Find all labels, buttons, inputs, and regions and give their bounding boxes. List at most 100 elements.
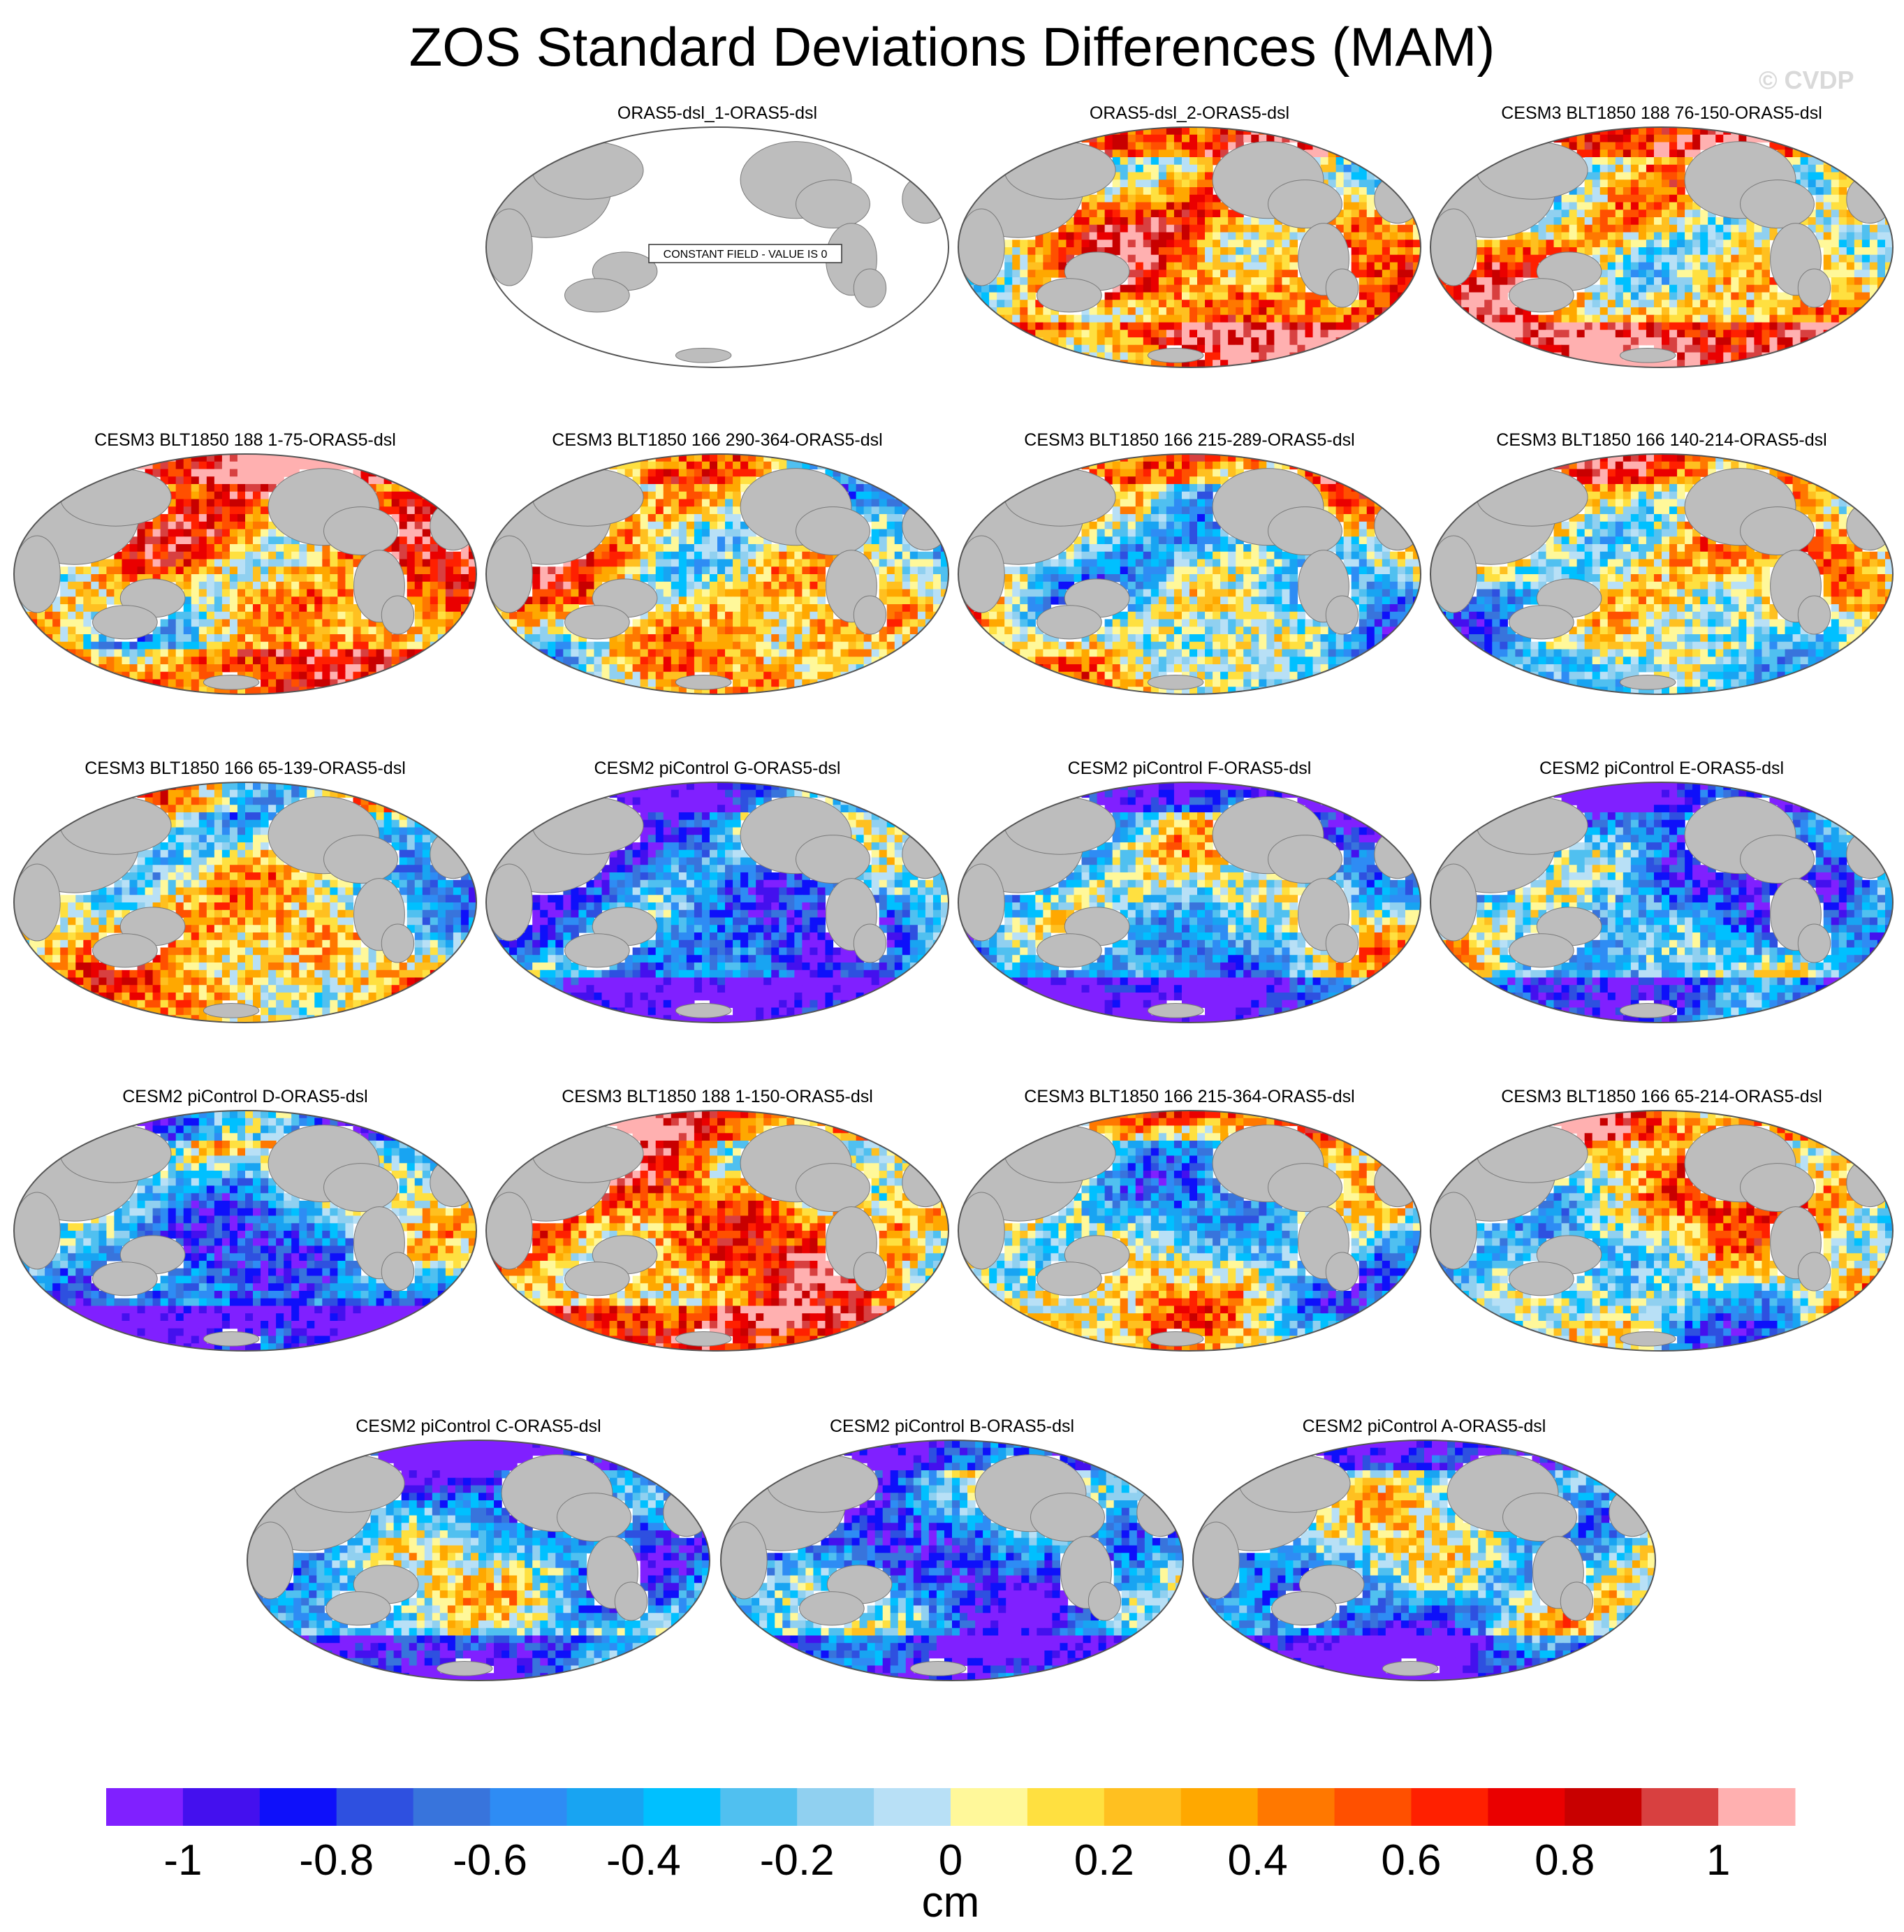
map-field — [1430, 782, 1893, 1023]
colorbar-tick-label: 0.4 — [1228, 1836, 1288, 1885]
land-mass — [1430, 796, 1893, 1018]
panel-title: CESM2 piControl D-ORAS5-dsl — [122, 1087, 368, 1106]
map-panel: CESM2 piControl A-ORAS5-dsl — [1192, 1417, 1656, 1681]
page-title: ZOS Standard Deviations Differences (MAM… — [409, 16, 1495, 78]
colorbar-swatch — [1104, 1788, 1182, 1826]
map-field — [958, 1111, 1421, 1351]
land-mass — [486, 1125, 949, 1347]
panel-title: CESM2 piControl B-ORAS5-dsl — [830, 1417, 1074, 1436]
colorbar-swatch — [413, 1788, 491, 1826]
map-outline — [958, 126, 1421, 368]
colorbar-tick-label: -1 — [163, 1836, 202, 1885]
map-outline — [13, 453, 477, 695]
map-outline — [958, 453, 1421, 695]
land-mass — [721, 1454, 1183, 1676]
panel-title: CESM2 piControl C-ORAS5-dsl — [356, 1417, 601, 1436]
map-outline — [1430, 453, 1894, 695]
map-outline — [485, 1110, 949, 1352]
map-field — [486, 782, 949, 1023]
panel-title: CESM2 piControl A-ORAS5-dsl — [1303, 1417, 1546, 1436]
colorbar-tick-label: 0.6 — [1381, 1836, 1441, 1885]
map-outline — [958, 1110, 1421, 1352]
colorbar-swatch — [720, 1788, 798, 1826]
land-mass — [958, 796, 1421, 1018]
panel-title: CESM3 BLT1850 166 65-214-ORAS5-dsl — [1501, 1087, 1822, 1106]
colorbar-swatch — [182, 1788, 261, 1826]
colorbar-swatch — [1257, 1788, 1335, 1826]
colorbar-swatch — [1488, 1788, 1565, 1826]
colorbar-swatch — [490, 1788, 567, 1826]
colorbar-tick-label: 1 — [1706, 1836, 1730, 1885]
map-panel: CESM2 piControl E-ORAS5-dsl — [1430, 759, 1894, 1023]
colorbar-tick-label: -0.4 — [606, 1836, 681, 1885]
colorbar-tick-label: -0.8 — [299, 1836, 374, 1885]
panel-title: CESM3 BLT1850 188 1-150-ORAS5-dsl — [562, 1087, 873, 1106]
map-panel: CESM2 piControl C-ORAS5-dsl — [247, 1417, 710, 1681]
map-field — [1430, 454, 1893, 694]
map-field — [958, 127, 1421, 367]
colorbar-swatch — [1718, 1788, 1796, 1826]
colorbar-swatch — [951, 1788, 1028, 1826]
map-panel: ORAS5-dsl_2-ORAS5-dsl — [958, 103, 1421, 368]
map-field — [1193, 1440, 1655, 1681]
map-field — [486, 1111, 949, 1351]
map-outline — [13, 782, 477, 1023]
colorbar-swatch — [1334, 1788, 1412, 1826]
panel-title: CESM3 BLT1850 166 215-364-ORAS5-dsl — [1024, 1087, 1354, 1106]
colorbar-swatch — [874, 1788, 951, 1826]
map-panel: CESM3 BLT1850 166 65-139-ORAS5-dsl — [13, 759, 477, 1023]
colorbar-swatch — [643, 1788, 721, 1826]
constant-note-box — [648, 244, 842, 263]
panel-title: CESM3 BLT1850 166 65-139-ORAS5-dsl — [85, 759, 406, 778]
map-field — [14, 782, 476, 1023]
colorbar-swatch — [1641, 1788, 1719, 1826]
map-panel: CESM2 piControl F-ORAS5-dsl — [958, 759, 1421, 1023]
colorbar-swatch — [259, 1788, 337, 1826]
map-outline — [1430, 126, 1894, 368]
map-panel: CESM3 BLT1850 166 140-214-ORAS5-dsl — [1430, 430, 1894, 695]
map-outline — [485, 126, 949, 368]
watermark: © CVDP — [1759, 66, 1854, 94]
colorbar-tick-label: 0.8 — [1535, 1836, 1595, 1885]
panel-title: CESM3 BLT1850 166 290-364-ORAS5-dsl — [552, 430, 882, 450]
map-panel: CESM3 BLT1850 166 65-214-ORAS5-dsl — [1430, 1087, 1894, 1352]
map-panel: CESM3 BLT1850 188 1-75-ORAS5-dsl — [13, 430, 477, 695]
colorbar-swatch — [1565, 1788, 1642, 1826]
land-mass — [486, 796, 949, 1018]
colorbar-tick-label: -0.2 — [760, 1836, 835, 1885]
panel-title: ORAS5-dsl_1-ORAS5-dsl — [617, 103, 817, 123]
panel-title: CESM3 BLT1850 166 215-289-ORAS5-dsl — [1024, 430, 1354, 450]
map-outline — [720, 1440, 1184, 1681]
panel-title: CESM3 BLT1850 166 140-214-ORAS5-dsl — [1496, 430, 1826, 450]
land-mass — [1193, 1454, 1655, 1676]
colorbar-swatch — [1027, 1788, 1105, 1826]
map-panel: CESM2 piControl G-ORAS5-dsl — [485, 759, 949, 1023]
land-mass — [1430, 141, 1893, 363]
panel-title: CESM3 BLT1850 188 1-75-ORAS5-dsl — [94, 430, 396, 450]
map-panel: CESM3 BLT1850 166 215-364-ORAS5-dsl — [958, 1087, 1421, 1352]
map-panel: CESM2 piControl D-ORAS5-dsl — [13, 1087, 477, 1352]
map-panel: ORAS5-dsl_1-ORAS5-dsl CONSTANT FIELD - VA… — [485, 103, 949, 368]
land-mass — [486, 468, 949, 690]
panel-title: CESM2 piControl G-ORAS5-dsl — [594, 759, 841, 778]
map-outline — [485, 453, 949, 695]
map-panel: CESM3 BLT1850 166 290-364-ORAS5-dsl — [485, 430, 949, 695]
colorbar-tick-label: 0 — [939, 1836, 962, 1885]
constant-note: CONSTANT FIELD - VALUE IS 0 — [664, 249, 828, 261]
map-field — [958, 782, 1421, 1023]
colorbar-swatch — [1180, 1788, 1259, 1826]
map-panel: CESM3 BLT1850 188 1-150-ORAS5-dsl — [485, 1087, 949, 1352]
map-field — [14, 1111, 476, 1351]
panel-title: CESM2 piControl E-ORAS5-dsl — [1539, 759, 1784, 778]
panel-title: ORAS5-dsl_2-ORAS5-dsl — [1090, 103, 1289, 123]
colorbar-swatch — [566, 1788, 644, 1826]
map-outline — [485, 782, 949, 1023]
land-mass — [486, 141, 949, 363]
colorbar-swatch — [336, 1788, 414, 1826]
map-panel: CESM2 piControl B-ORAS5-dsl — [720, 1417, 1184, 1681]
map-outline — [247, 1440, 710, 1681]
panel-title: CESM3 BLT1850 188 76-150-ORAS5-dsl — [1501, 103, 1822, 123]
map-outline — [1430, 782, 1894, 1023]
map-field — [721, 1440, 1183, 1681]
